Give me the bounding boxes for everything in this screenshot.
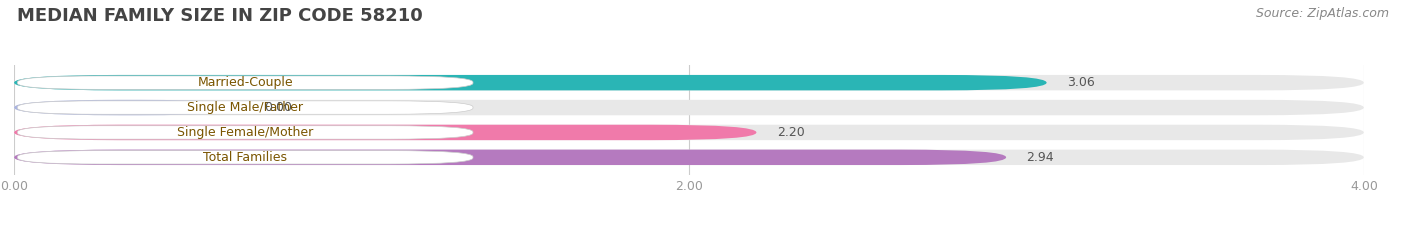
Text: Total Families: Total Families xyxy=(204,151,287,164)
Text: 2.94: 2.94 xyxy=(1026,151,1054,164)
FancyBboxPatch shape xyxy=(17,151,472,164)
FancyBboxPatch shape xyxy=(17,126,472,139)
FancyBboxPatch shape xyxy=(17,76,472,89)
FancyBboxPatch shape xyxy=(17,101,472,114)
Text: 0.00: 0.00 xyxy=(264,101,292,114)
Text: MEDIAN FAMILY SIZE IN ZIP CODE 58210: MEDIAN FAMILY SIZE IN ZIP CODE 58210 xyxy=(17,7,423,25)
FancyBboxPatch shape xyxy=(14,75,1364,90)
FancyBboxPatch shape xyxy=(14,150,1007,165)
Text: 3.06: 3.06 xyxy=(1067,76,1095,89)
FancyBboxPatch shape xyxy=(14,75,1046,90)
FancyBboxPatch shape xyxy=(14,125,756,140)
Text: Single Female/Mother: Single Female/Mother xyxy=(177,126,314,139)
FancyBboxPatch shape xyxy=(14,100,245,115)
Text: Single Male/Father: Single Male/Father xyxy=(187,101,304,114)
FancyBboxPatch shape xyxy=(14,100,1364,115)
Text: Source: ZipAtlas.com: Source: ZipAtlas.com xyxy=(1256,7,1389,20)
Text: Married-Couple: Married-Couple xyxy=(197,76,292,89)
Text: 2.20: 2.20 xyxy=(776,126,804,139)
FancyBboxPatch shape xyxy=(14,125,1364,140)
FancyBboxPatch shape xyxy=(14,150,1364,165)
